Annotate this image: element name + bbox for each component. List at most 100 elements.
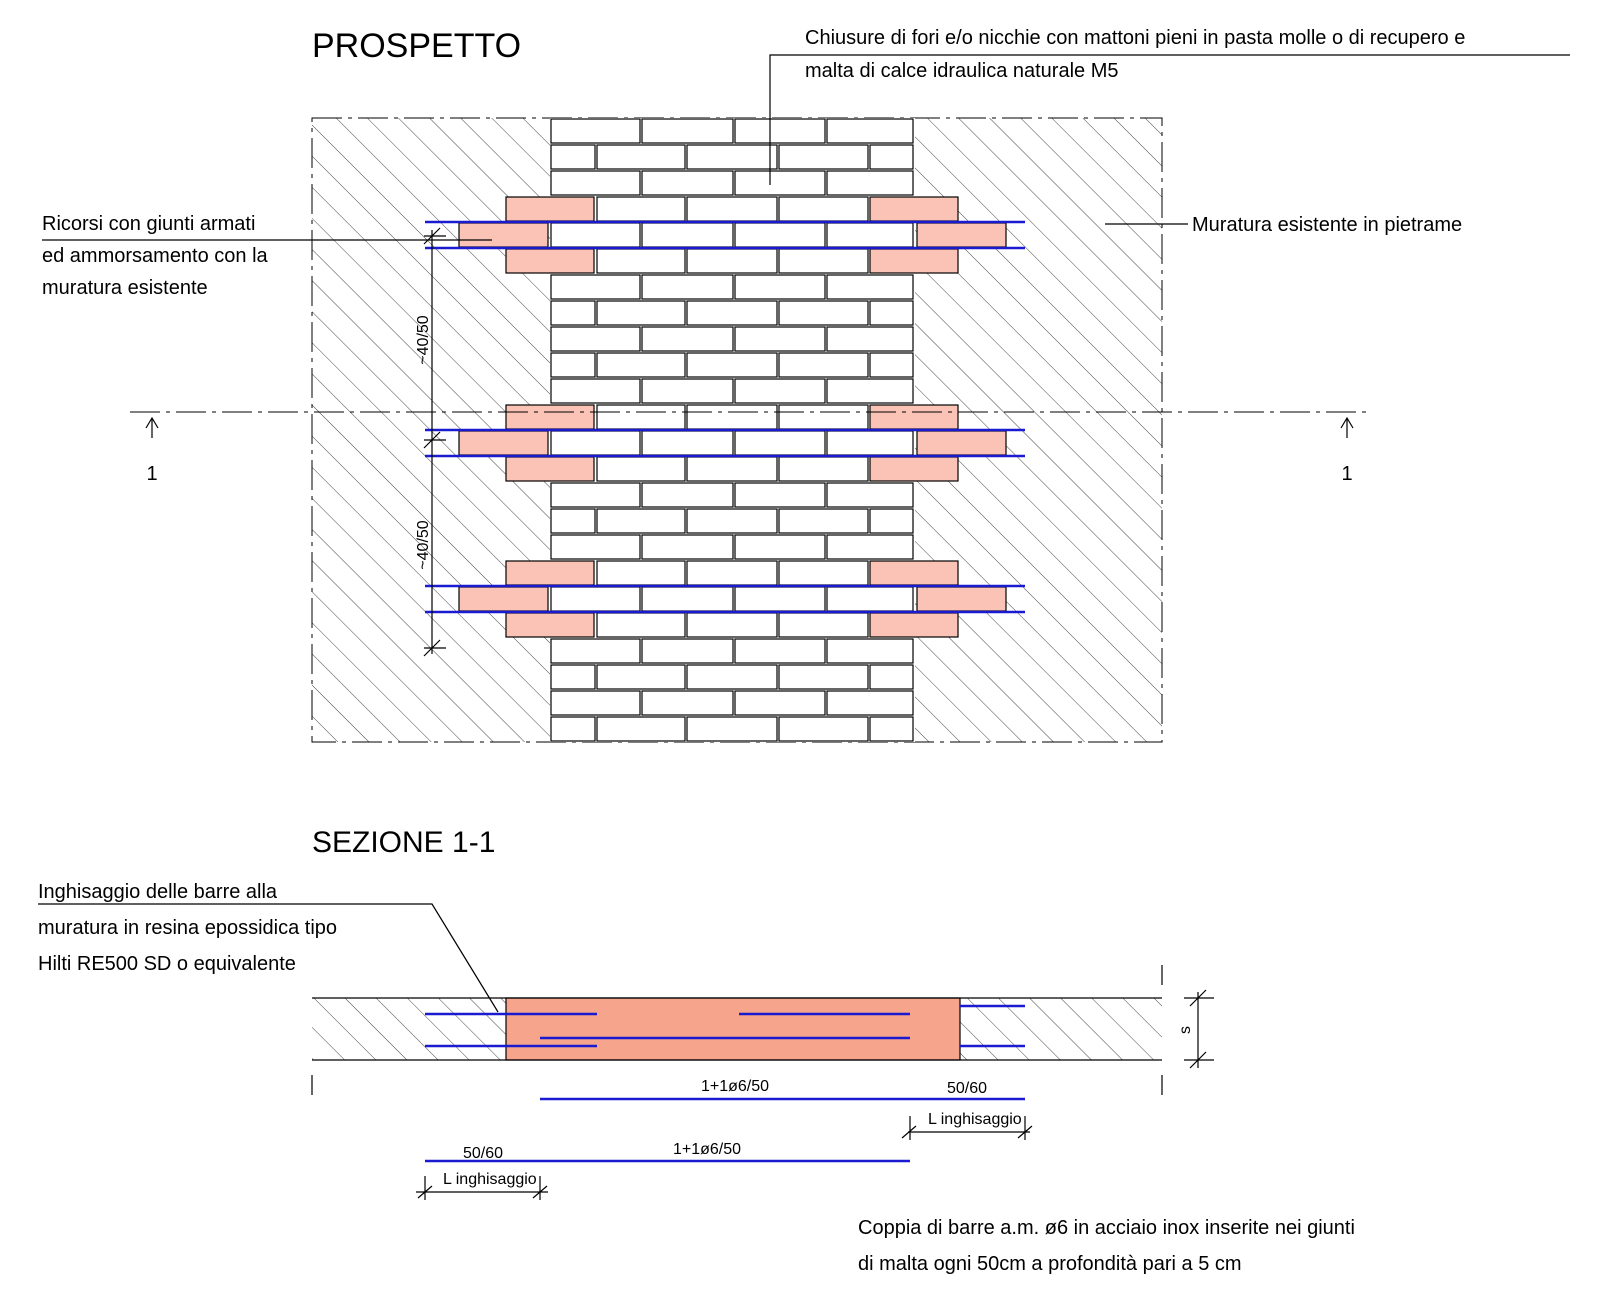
brick (869, 352, 914, 378)
brick (596, 404, 686, 430)
toothing-brick (869, 612, 959, 638)
toothing-brick (869, 196, 959, 222)
section-mark: 1 (146, 463, 157, 485)
brick (641, 690, 734, 716)
brick (596, 300, 686, 326)
brick (869, 508, 914, 534)
brick (550, 508, 596, 534)
brick (550, 118, 641, 144)
brick (734, 690, 826, 716)
brick-section (505, 997, 961, 1061)
brick (550, 690, 641, 716)
anchor-dim (901, 1116, 1033, 1140)
anchor-dim (416, 1176, 548, 1200)
brick (734, 482, 826, 508)
toothing-brick (458, 430, 549, 456)
leader (769, 54, 1570, 185)
brick (641, 326, 734, 352)
brick (596, 248, 686, 274)
section-outline (311, 965, 1163, 1095)
toothing-brick (869, 456, 959, 482)
brick (550, 170, 641, 196)
brick (550, 378, 641, 404)
note-line: muratura esistente (42, 277, 208, 299)
note-line: Hilti RE500 SD o equivalente (38, 953, 296, 975)
brick (734, 274, 826, 300)
brick (550, 430, 641, 456)
dimension-label: ~40/50 (415, 520, 432, 569)
brick (641, 638, 734, 664)
brick (596, 456, 686, 482)
brick (826, 534, 914, 560)
brick (778, 404, 869, 430)
brick (734, 638, 826, 664)
brick (686, 508, 778, 534)
brick (596, 352, 686, 378)
section-mark: 1 (1341, 463, 1352, 485)
dimension-line (423, 227, 446, 657)
brick (596, 716, 686, 742)
toothing-brick (505, 248, 595, 274)
toothing-brick (869, 560, 959, 586)
brick (641, 482, 734, 508)
note-line: Chiusure di fori e/o nicchie con mattoni… (805, 27, 1465, 49)
brick (686, 300, 778, 326)
dimension-label: ~40/50 (415, 315, 432, 364)
brick (734, 586, 826, 612)
brick (778, 508, 869, 534)
toothing-brick (505, 196, 595, 222)
brick (686, 196, 778, 222)
leader (38, 903, 499, 1013)
anchor-label: 50/60 (463, 1145, 503, 1162)
brick (550, 482, 641, 508)
brick (550, 222, 641, 248)
toothing-brick (916, 586, 1007, 612)
brick (596, 612, 686, 638)
brick (641, 118, 734, 144)
toothing-brick (458, 586, 549, 612)
brick (596, 144, 686, 170)
brick (734, 378, 826, 404)
toothing-brick (505, 456, 595, 482)
brick (641, 170, 734, 196)
brick (869, 716, 914, 742)
note-line: Inghisaggio delle barre alla (38, 881, 278, 903)
brick (641, 222, 734, 248)
title: SEZIONE 1-1 (312, 826, 495, 859)
brick (826, 690, 914, 716)
brick (734, 534, 826, 560)
brick (550, 352, 596, 378)
brick (778, 144, 869, 170)
brick (826, 170, 914, 196)
brick (869, 144, 914, 170)
brick (826, 274, 914, 300)
brick (778, 664, 869, 690)
brick (550, 274, 641, 300)
brick (641, 430, 734, 456)
toothing-brick (505, 404, 595, 430)
brick (550, 300, 596, 326)
toothing-brick (869, 404, 959, 430)
brick (869, 300, 914, 326)
brick (686, 664, 778, 690)
brick (826, 586, 914, 612)
brick (734, 170, 826, 196)
brick (826, 378, 914, 404)
brick (826, 482, 914, 508)
brick (641, 378, 734, 404)
toothing-brick (505, 560, 595, 586)
brick (734, 222, 826, 248)
note-line: ed ammorsamento con la (42, 245, 269, 267)
brick (686, 716, 778, 742)
brick (550, 144, 596, 170)
brick (550, 664, 596, 690)
brick (596, 196, 686, 222)
brick (778, 612, 869, 638)
thickness-dim (1184, 989, 1214, 1069)
brick (826, 430, 914, 456)
anchor-length: L inghisaggio (443, 1171, 537, 1188)
brick (826, 326, 914, 352)
brick (778, 196, 869, 222)
section-arrows (145, 416, 1354, 438)
brick (641, 586, 734, 612)
